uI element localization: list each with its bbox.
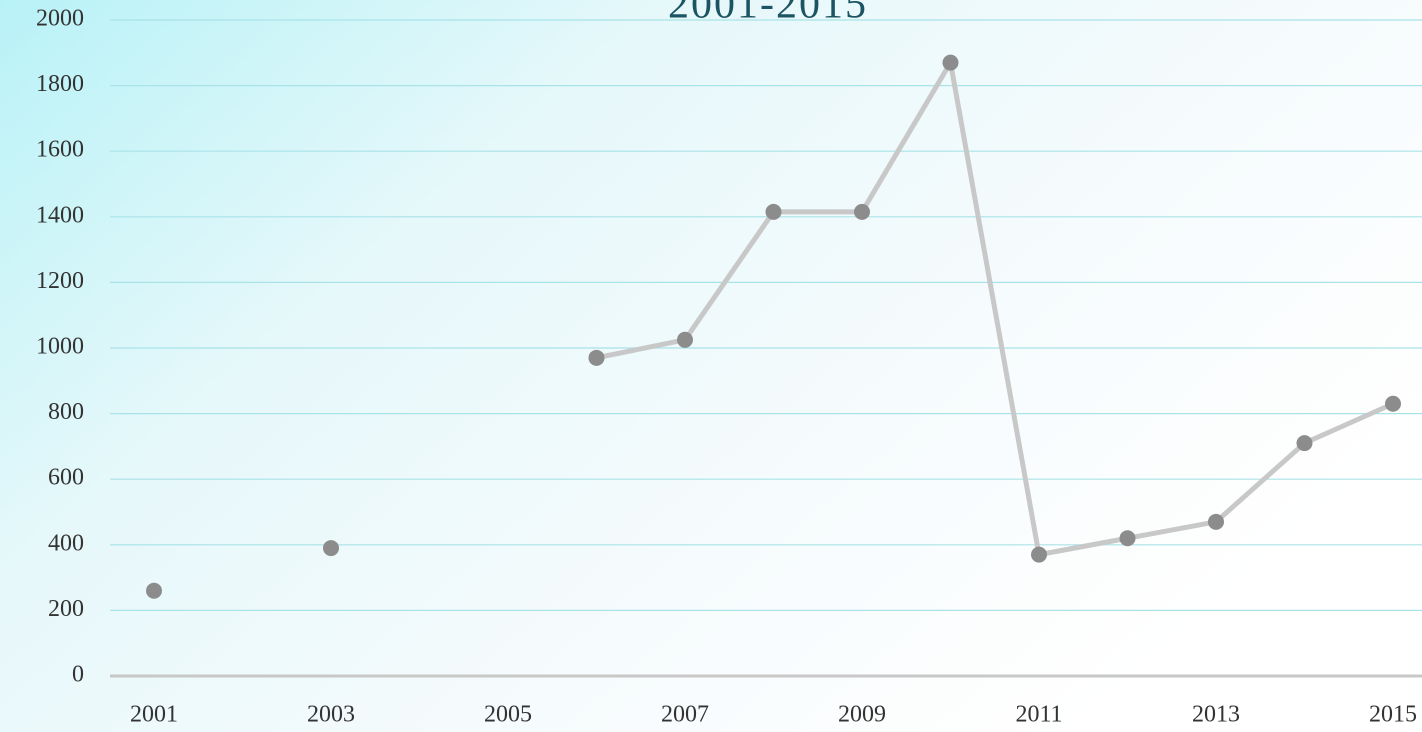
y-tick-label: 0 xyxy=(72,662,84,688)
y-tick-label: 200 xyxy=(48,596,84,622)
x-tick-label: 2013 xyxy=(1192,702,1240,728)
point xyxy=(677,331,693,348)
x-tick-label: 2011 xyxy=(1015,702,1062,728)
x-tick-label: 2003 xyxy=(307,702,355,728)
point xyxy=(1296,435,1313,452)
y-tick-label: 800 xyxy=(48,399,84,425)
x-tick-label: 2001 xyxy=(130,702,178,728)
x-tick-label: 2005 xyxy=(484,702,532,728)
point xyxy=(146,582,162,599)
y-tick-label: 400 xyxy=(48,530,84,556)
point xyxy=(765,203,782,220)
y-tick-label: 2000 xyxy=(36,6,84,32)
line xyxy=(596,60,1395,558)
x-tick-label: 2015 xyxy=(1369,702,1417,728)
x-tick-label: 2009 xyxy=(838,702,886,728)
point xyxy=(1385,395,1401,412)
y-tick-label: 600 xyxy=(48,465,84,491)
y-tick-label: 1000 xyxy=(36,334,84,360)
point xyxy=(942,54,959,71)
y-tick-label: 1400 xyxy=(36,202,84,228)
point xyxy=(1208,513,1224,530)
point xyxy=(1119,530,1136,547)
y-tick-label: 1600 xyxy=(36,137,84,163)
point xyxy=(854,203,870,220)
point xyxy=(323,540,339,557)
chart-title: 2001-2015 xyxy=(668,0,868,28)
y-tick-label: 1200 xyxy=(36,268,84,294)
point xyxy=(1031,546,1047,563)
x-tick-label: 2007 xyxy=(661,702,709,728)
y-tick-label: 1800 xyxy=(36,71,84,97)
point xyxy=(588,349,605,366)
